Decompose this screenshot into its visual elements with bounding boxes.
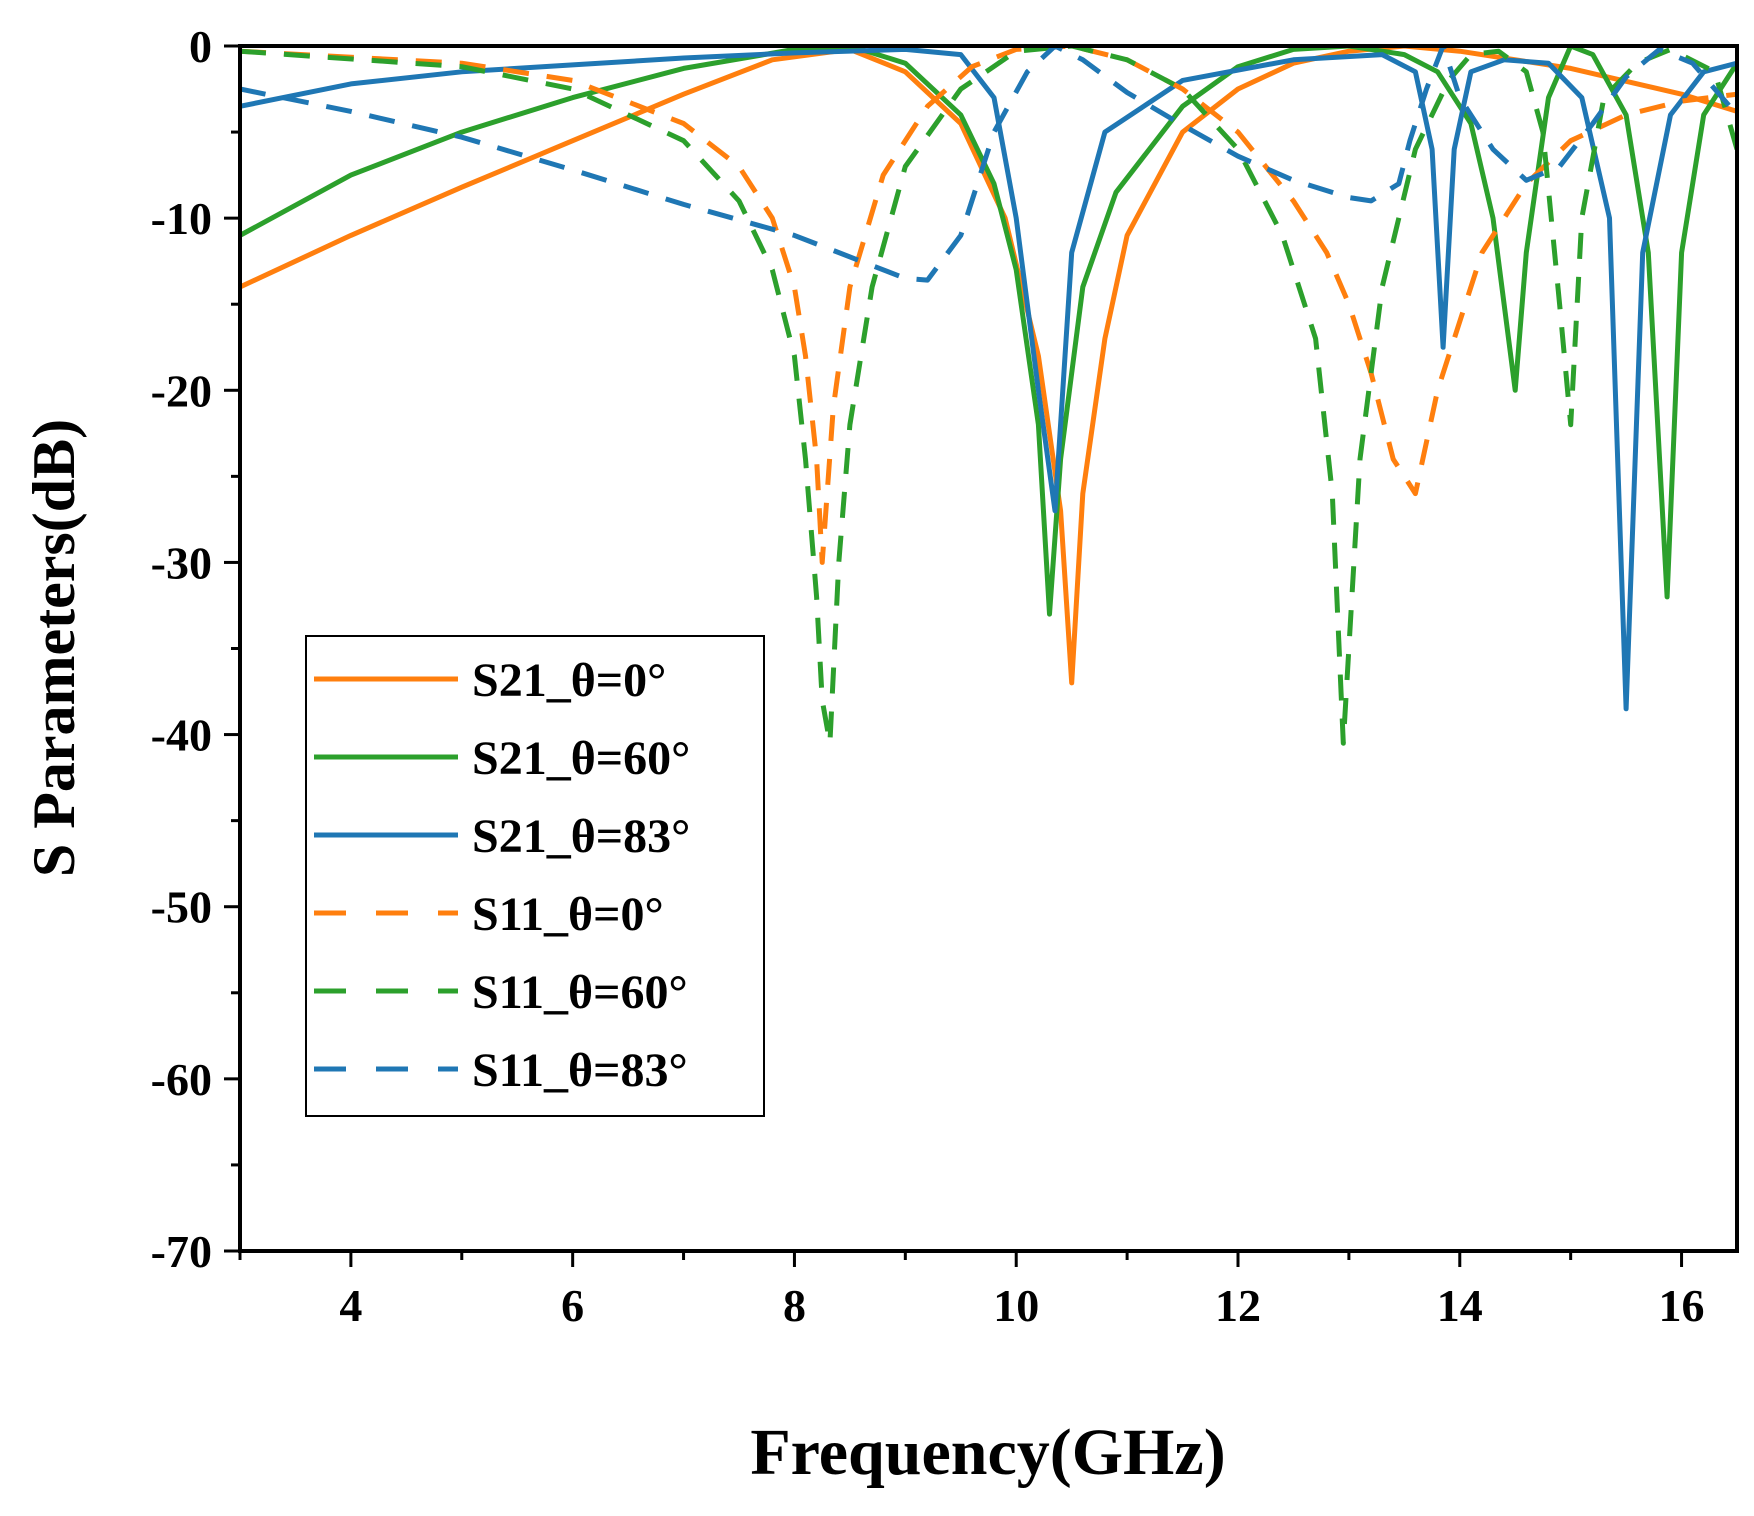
legend-label-3: S21_θ=83°	[472, 810, 690, 863]
x-tick-label: 8	[783, 1280, 806, 1331]
legend-label-4: S11_θ=0°	[472, 888, 664, 941]
y-tick-label: -70	[151, 1226, 212, 1277]
legend-label-2: S21_θ=60°	[472, 732, 690, 785]
legend-label-6: S11_θ=83°	[472, 1044, 688, 1097]
y-tick-label: -50	[151, 882, 212, 933]
x-tick-label: 10	[993, 1280, 1039, 1331]
y-tick-label: -20	[151, 365, 212, 416]
x-axis-title: Frequency(GHz)	[750, 1416, 1225, 1489]
series-line-1	[240, 46, 1737, 686]
y-tick-label: -10	[151, 193, 212, 244]
series-line-3	[240, 46, 1737, 712]
series-layer	[240, 46, 1737, 746]
legend-label-5: S11_θ=60°	[472, 966, 688, 1019]
series-line-5	[240, 46, 1737, 746]
y-tick-label: 0	[189, 21, 212, 72]
x-tick-label: 4	[339, 1280, 362, 1331]
x-tick-label: 6	[561, 1280, 584, 1331]
series-line-6	[240, 46, 1737, 283]
x-tick-label: 14	[1437, 1280, 1483, 1331]
y-tick-label: -40	[151, 710, 212, 761]
y-axis-title: S Parameters(dB)	[21, 419, 87, 877]
y-tick-label: -60	[151, 1054, 212, 1105]
legend: S21_θ=0° S21_θ=60° S21_θ=83° S11_θ=0° S11_θ=…	[305, 635, 765, 1117]
x-tick-label: 12	[1215, 1280, 1261, 1331]
x-tick-label: 16	[1659, 1280, 1705, 1331]
axes-layer: 4 6 8 10 12 14 16 0 -10 -20 -30 -40 -50 -60 -70	[151, 21, 1705, 1331]
y-tick-label: -30	[151, 537, 212, 588]
legend-box	[305, 635, 765, 1117]
legend-label-1: S21_θ=0°	[472, 654, 666, 707]
